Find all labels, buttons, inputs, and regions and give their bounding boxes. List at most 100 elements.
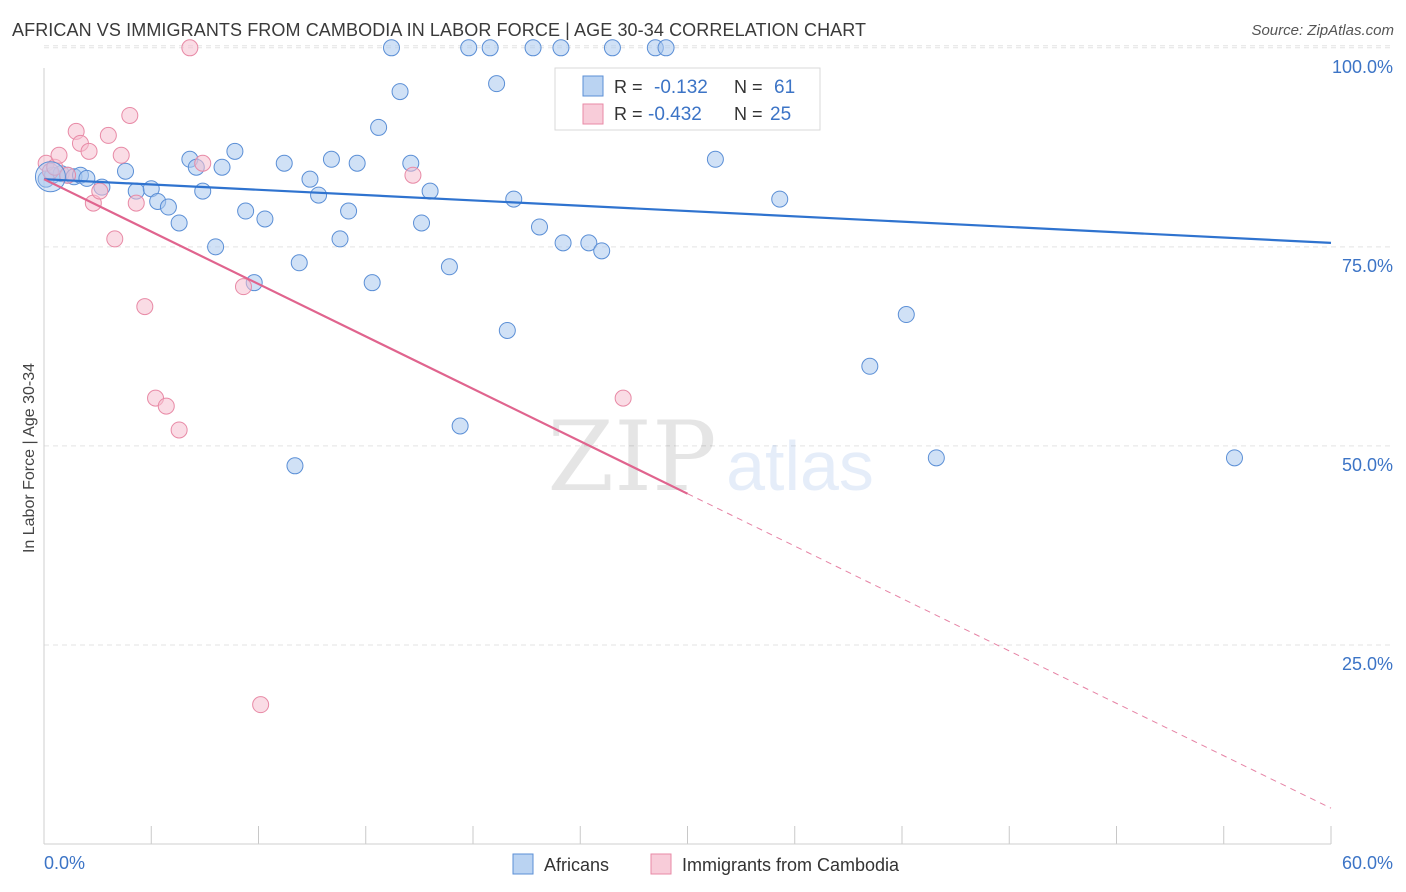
data-points xyxy=(34,39,1243,714)
stats-n-label-africans: N = xyxy=(734,77,763,97)
point-cambodia xyxy=(194,154,212,172)
point-cambodia xyxy=(136,298,154,316)
point-africans xyxy=(194,182,212,200)
point-africans xyxy=(1225,449,1243,467)
stats-r-value-cambodia: -0.432 xyxy=(648,104,702,125)
point-cambodia xyxy=(127,194,145,212)
y-tick-label: 75.0% xyxy=(1342,256,1393,276)
point-cambodia xyxy=(404,166,422,184)
point-africans xyxy=(580,234,598,252)
trend-line-africans xyxy=(43,178,1332,244)
point-africans xyxy=(488,75,506,93)
point-africans xyxy=(552,39,570,57)
point-africans xyxy=(213,158,231,176)
point-cluster-africans xyxy=(34,161,66,193)
y-tick-label: 100.0% xyxy=(1332,57,1393,77)
stats-n-value-africans: 61 xyxy=(774,77,795,98)
stats-r-label-africans: R = xyxy=(614,77,643,97)
stats-legend: R = -0.132 N = 61 R = -0.432 N = 25 xyxy=(554,67,821,131)
point-africans xyxy=(413,214,431,232)
stats-legend-swatch-africans xyxy=(582,75,604,97)
point-africans xyxy=(382,39,400,57)
point-cambodia xyxy=(234,278,252,296)
point-africans xyxy=(322,150,340,168)
point-cambodia xyxy=(252,696,270,714)
point-africans xyxy=(554,234,572,252)
point-africans xyxy=(481,39,499,57)
stats-n-label-cambodia: N = xyxy=(734,104,763,124)
point-africans xyxy=(861,357,879,375)
point-africans xyxy=(370,118,388,136)
point-africans xyxy=(897,306,915,324)
point-africans xyxy=(207,238,225,256)
point-cambodia xyxy=(121,106,139,124)
point-africans xyxy=(657,39,675,57)
trend-line-cambodia xyxy=(43,178,688,495)
point-africans xyxy=(159,198,177,216)
stats-legend-swatch-cambodia xyxy=(582,103,604,125)
point-africans xyxy=(301,170,319,188)
point-africans xyxy=(530,218,548,236)
point-africans xyxy=(348,154,366,172)
point-africans xyxy=(451,417,469,435)
point-africans xyxy=(771,190,789,208)
trend-lines xyxy=(43,178,1332,809)
point-cambodia xyxy=(170,421,188,439)
watermark-atlas: atlas xyxy=(726,427,874,505)
point-cambodia xyxy=(50,146,68,164)
point-cambodia xyxy=(106,230,124,248)
point-africans xyxy=(275,154,293,172)
point-cambodia xyxy=(112,146,130,164)
y-axis-label: In Labor Force | Age 30-34 xyxy=(21,363,38,553)
watermark-zip: ZIP xyxy=(547,401,716,513)
point-africans xyxy=(440,258,458,276)
gridlines xyxy=(43,45,1392,844)
point-africans xyxy=(256,210,274,228)
source-credit: Source: ZipAtlas.com xyxy=(1251,22,1394,39)
tick-labels: 25.0% 50.0% 75.0% 100.0% 0.0% 60.0% xyxy=(44,57,1393,873)
point-africans xyxy=(290,254,308,272)
stats-r-label-cambodia: R = xyxy=(614,104,643,124)
point-africans xyxy=(706,150,724,168)
stats-n-value-cambodia: 25 xyxy=(770,104,791,125)
point-cambodia xyxy=(91,182,109,200)
chart-title: AFRICAN VS IMMIGRANTS FROM CAMBODIA IN L… xyxy=(12,20,867,40)
point-africans xyxy=(340,202,358,220)
point-africans xyxy=(505,190,523,208)
point-africans xyxy=(593,242,611,260)
legend-swatch-africans xyxy=(512,853,534,875)
point-cambodia xyxy=(614,389,632,407)
point-cambodia xyxy=(157,397,175,415)
point-africans xyxy=(117,162,135,180)
y-tick-label: 50.0% xyxy=(1342,455,1393,475)
point-africans xyxy=(286,457,304,475)
legend-label-africans: Africans xyxy=(544,855,609,875)
point-cambodia xyxy=(99,126,117,144)
point-africans xyxy=(524,39,542,57)
watermark: ZIP atlas xyxy=(547,401,874,513)
trend-line-cambodia-extension xyxy=(687,493,1332,809)
point-africans xyxy=(331,230,349,248)
series-legend: Africans Immigrants from Cambodia xyxy=(512,853,900,875)
x-tick-label-max: 60.0% xyxy=(1342,853,1393,873)
point-africans xyxy=(170,214,188,232)
point-africans xyxy=(363,274,381,292)
point-africans xyxy=(421,182,439,200)
point-africans xyxy=(927,449,945,467)
point-africans xyxy=(237,202,255,220)
x-tick-label-min: 0.0% xyxy=(44,853,85,873)
point-africans xyxy=(310,186,328,204)
point-africans xyxy=(391,83,409,101)
legend-label-cambodia: Immigrants from Cambodia xyxy=(682,855,900,875)
point-africans xyxy=(78,169,96,187)
point-cambodia xyxy=(181,39,199,57)
point-africans xyxy=(603,39,621,57)
y-tick-label: 25.0% xyxy=(1342,654,1393,674)
point-cambodia xyxy=(80,142,98,160)
point-africans xyxy=(498,321,516,339)
stats-r-value-africans: -0.132 xyxy=(654,77,708,98)
axes xyxy=(43,68,1331,845)
point-africans xyxy=(460,39,478,57)
point-africans xyxy=(226,142,244,160)
